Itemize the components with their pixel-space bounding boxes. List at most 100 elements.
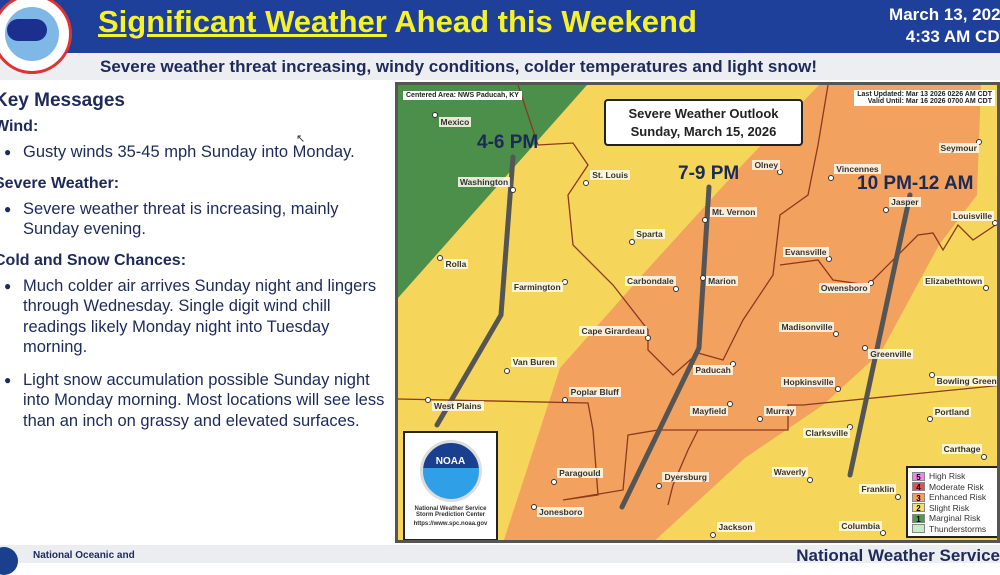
city-label: Jasper (889, 197, 921, 208)
timing-line-10pm-12am (847, 192, 913, 478)
legend-label: Moderate Risk (929, 481, 984, 492)
city-label: Franklin (859, 484, 897, 494)
city-label: Evansville (782, 247, 829, 258)
issue-date: March 13, 2026 (889, 5, 1000, 24)
city-dot (730, 360, 737, 367)
severe-outlook-map: Mexico Washington St. Louis Olney Vincennes S… (395, 82, 1000, 543)
noaa-logo: NOAA (419, 440, 482, 502)
mouse-cursor-icon: ↖ (296, 133, 306, 145)
outlook-date: Sunday, March 15, 2026 (630, 124, 777, 139)
city-dot (879, 530, 886, 537)
time-label-7-9pm: 7-9 PM (678, 163, 740, 184)
city-dot (835, 386, 842, 393)
legend-label: Marginal Risk (929, 513, 981, 524)
legend-item: 4 Moderate Risk (912, 481, 997, 492)
legend-item: 3 Enhanced Risk (912, 492, 997, 503)
city-label: Cape Girardeau (579, 325, 647, 336)
legend-item: 1 Marginal Risk (912, 513, 997, 524)
valid-until: Valid Until: Mar 16 2026 0700 AM CDT (867, 98, 992, 105)
cloud-lightning-icon (7, 19, 47, 41)
city-dot (777, 169, 784, 176)
legend-swatch: 5 (912, 471, 925, 482)
noaa-footer-logo (0, 547, 18, 575)
city-label: Mexico (438, 117, 472, 128)
city-dot (895, 494, 902, 501)
city-dot (425, 396, 432, 403)
city-dot (701, 217, 708, 223)
city-label: Mayfield (690, 405, 729, 416)
city-label: Washington (457, 177, 511, 188)
city-label: Poplar Bluff (568, 387, 621, 398)
issue-datetime: March 13, 2026 4:33 AM CDT (889, 4, 1000, 48)
city-dot (561, 278, 568, 285)
city-label: Paducah (693, 365, 733, 375)
city-label: Van Buren (510, 357, 557, 368)
noaa-line1: National Weather Service (414, 506, 487, 512)
marginal-risk-area (398, 85, 587, 298)
city-label: Columbia (839, 520, 883, 531)
city-label: Jackson (716, 521, 755, 532)
city-dot (756, 416, 763, 423)
legend-swatch: 1 (912, 513, 925, 524)
section-title: Severe Weather: (0, 174, 120, 192)
risk-areas (398, 85, 997, 540)
city-label: Bowling Green (934, 375, 997, 386)
update-info: Last Updated: Mar 13 2026 0226 AM CDT Val… (854, 90, 995, 106)
city-label: West Plains (431, 401, 484, 412)
city-label: Waverly (771, 467, 809, 478)
city-label: Louisville (950, 211, 995, 222)
city-dot (431, 112, 438, 118)
city-dot (530, 503, 537, 510)
city-dot (437, 255, 444, 262)
city-label: Dyersburg (662, 472, 709, 483)
city-label: Jonesboro (536, 506, 585, 517)
city-label: Carthage (941, 444, 983, 454)
city-dot (710, 532, 717, 538)
city-dot (991, 220, 997, 227)
footer-right-text: National Weather Service (796, 546, 1000, 565)
list-item: Severe weather threat is increasing, mai… (0, 199, 386, 240)
city-dot (504, 367, 511, 374)
city-label: Portland (932, 406, 972, 417)
city-label: Sparta (634, 229, 665, 239)
city-dot (807, 477, 814, 483)
city-label: Elizabethtown (923, 275, 985, 286)
outlook-title-line1: Severe Weather Outlook (628, 106, 779, 121)
city-dot (883, 207, 890, 214)
city-label: Vincennes (834, 164, 881, 174)
title-rest: Ahead this Weekend (386, 4, 697, 39)
centered-area: Centered Area: NWS Paducah, KY (403, 91, 522, 100)
legend-label: Slight Risk (929, 502, 970, 513)
city-dot (727, 401, 734, 408)
title-underlined: Significant Weather (98, 4, 387, 39)
page-title: Significant Weather Ahead this Weekend (98, 4, 697, 40)
city-dot (583, 180, 590, 187)
key-messages-heading: Key Messages (0, 90, 125, 111)
section-title: Cold and Snow Chances: (0, 251, 187, 269)
list-item: Light snow accumulation possible Sunday … (0, 370, 386, 432)
legend-swatch: 3 (912, 492, 925, 503)
city-label: Rolla (443, 259, 469, 269)
state-borders (398, 85, 997, 506)
city-dot (867, 279, 874, 286)
issue-time: 4:33 AM CDT (905, 27, 1000, 46)
timing-line-7-9pm (619, 184, 712, 510)
city-dot (628, 239, 635, 246)
city-dot (550, 478, 557, 485)
legend-swatch (912, 524, 925, 534)
city-dot (976, 138, 983, 145)
legend-label: High Risk (929, 471, 966, 482)
noaa-badge: NOAA National Weather Service Storm Pred… (403, 431, 498, 540)
noaa-logo-text: NOAA (435, 456, 466, 467)
enhanced-risk-area (503, 85, 981, 540)
footer-left-text: National Oceanic and (33, 550, 135, 561)
key-messages: Key Messages Wind: Gusty winds 35-45 mph… (0, 90, 386, 443)
time-label-10pm-12am: 10 PM-12 AM (857, 173, 974, 194)
list-item: Gusty winds 35-45 mph Sunday into Monday… (0, 142, 386, 163)
legend-label: Enhanced Risk (929, 492, 987, 503)
subtitle: Severe weather threat increasing, windy … (0, 53, 1000, 80)
city-label: Mt. Vernon (709, 206, 758, 217)
city-label: Hopkinsville (781, 377, 836, 388)
city-label: Carbondale (625, 276, 676, 287)
city-label: Clarksville (803, 428, 850, 439)
